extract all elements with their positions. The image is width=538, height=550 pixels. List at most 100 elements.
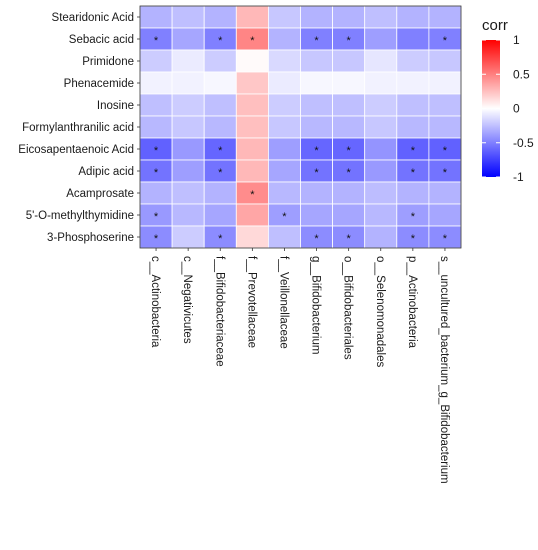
heatmap-cell [300, 5, 333, 29]
legend-tick-label: 1 [513, 33, 520, 47]
column-label: o__Selenomonadales [374, 256, 386, 368]
heatmap-cell [364, 159, 398, 183]
significance-star: * [411, 145, 416, 157]
significance-star: * [411, 167, 416, 179]
column-label: o__Bifidobacteriales [342, 256, 354, 360]
heatmap-cell [396, 115, 430, 139]
heatmap-cell [171, 159, 205, 183]
heatmap-cell [267, 27, 301, 51]
significance-star: * [250, 35, 255, 47]
row-label: 5'-O-methylthymidine [26, 210, 134, 222]
significance-star: * [154, 233, 159, 245]
significance-star: * [443, 167, 448, 179]
heatmap-cell [364, 203, 398, 227]
heatmap-cell [396, 93, 430, 117]
heatmap-cell [364, 27, 398, 51]
row-label: Adipic acid [78, 166, 134, 178]
heatmap-cell [235, 115, 269, 139]
heatmap-cell [139, 71, 173, 95]
legend-tick-label: 0.5 [513, 67, 530, 81]
legend-title: corr [482, 17, 508, 34]
heatmap-cell [267, 225, 301, 249]
legend-tick-label: -1 [513, 170, 524, 184]
heatmap-cell [171, 137, 205, 161]
heatmap-cell [300, 93, 333, 117]
heatmap-cell [171, 93, 205, 117]
heatmap-cell [139, 49, 173, 73]
heatmap-cell [267, 115, 301, 139]
significance-markers: * * * * * * * * * * * * * * * * * * * * * * * * * * * * [154, 35, 448, 245]
row-label: Eicosapentaenoic Acid [18, 144, 134, 156]
heatmap-cell [428, 49, 462, 73]
heatmap-cell [139, 93, 173, 117]
heatmap-cell [396, 181, 430, 205]
significance-star: * [443, 35, 448, 47]
heatmap-cell [235, 203, 269, 227]
heatmap-cell [364, 71, 398, 95]
heatmap-cell [332, 49, 366, 73]
heatmap-cell [171, 71, 205, 95]
heatmap-cell [171, 203, 205, 227]
heatmap-cell [332, 71, 366, 95]
heatmap-cell [235, 49, 269, 73]
significance-star: * [443, 145, 448, 157]
significance-star: * [154, 167, 159, 179]
heatmap-cell [396, 5, 430, 29]
row-label: Inosine [97, 100, 134, 112]
heatmap-cell [332, 181, 366, 205]
heatmap-cell [171, 27, 205, 51]
significance-star: * [411, 233, 416, 245]
significance-star: * [347, 145, 352, 157]
heatmap-cell [203, 93, 237, 117]
heatmap-cell [428, 115, 462, 139]
column-label: c__Negativicutes [181, 256, 193, 344]
heatmap-cell [267, 137, 301, 161]
column-label: g__Bifidobacterium [310, 256, 322, 354]
significance-star: * [250, 189, 255, 201]
heatmap-cell [332, 115, 366, 139]
heatmap-cell [267, 181, 301, 205]
heatmap-cell [267, 71, 301, 95]
heatmap-cell [139, 115, 173, 139]
significance-star: * [154, 211, 159, 223]
row-label: Sebacic acid [69, 34, 134, 46]
heatmap-cell [203, 49, 237, 73]
heatmap-cell [332, 203, 366, 227]
heatmap-cell [300, 115, 333, 139]
significance-star: * [314, 145, 319, 157]
heatmap-cell [171, 225, 205, 249]
significance-star: * [347, 233, 352, 245]
column-label: f__Bifidobacteriaceae [213, 256, 225, 367]
heatmap-cell [332, 5, 366, 29]
heatmap-cell [139, 5, 173, 29]
heatmap-cell [139, 181, 173, 205]
significance-star: * [347, 167, 352, 179]
heatmap-cell [428, 71, 462, 95]
heatmap-cell [300, 71, 333, 95]
heatmap-cell [171, 49, 205, 73]
column-label: f__Prevotellaceae [245, 256, 257, 348]
heatmap-cell [267, 93, 301, 117]
heatmap-cell [396, 27, 430, 51]
significance-star: * [314, 35, 319, 47]
heatmap-cell [235, 137, 269, 161]
significance-star: * [314, 233, 319, 245]
row-label: Phenacemide [64, 78, 134, 90]
heatmap-cell [235, 93, 269, 117]
heatmap-cell [428, 181, 462, 205]
significance-star: * [218, 145, 223, 157]
row-label: Formylanthranilic acid [22, 122, 134, 134]
significance-star: * [154, 145, 159, 157]
heatmap-cell [396, 49, 430, 73]
heatmap-cell [267, 5, 301, 29]
heatmap-cell [203, 5, 237, 29]
row-label: Acamprosate [66, 188, 134, 200]
legend-tick-label: -0.5 [513, 136, 534, 150]
heatmap-cell [396, 71, 430, 95]
heatmap-cell [364, 5, 398, 29]
heatmap-cell [332, 93, 366, 117]
significance-star: * [314, 167, 319, 179]
heatmap-cells [139, 5, 462, 249]
significance-star: * [218, 233, 223, 245]
